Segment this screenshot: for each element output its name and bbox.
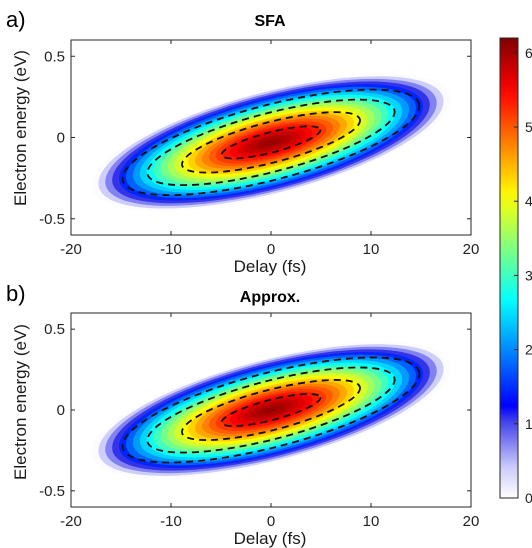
x-tick-label-a: -20 — [60, 241, 82, 258]
x-tick-label-a: 20 — [463, 241, 480, 258]
contour-line-b-3 — [121, 356, 421, 464]
heat-level-b-25 — [264, 407, 278, 413]
colorbar-tick-label: 3 — [525, 267, 532, 283]
x-tick-label-b: 20 — [463, 513, 480, 530]
x-tick-label-b: 0 — [267, 513, 275, 530]
colorbar-tick-label: 0 — [525, 490, 532, 506]
x-axis-label-b: Delay (fs) — [234, 529, 307, 548]
heatmap-b — [91, 341, 451, 479]
heatmap-a — [91, 73, 451, 212]
x-tick-label-b: 10 — [363, 513, 380, 530]
y-axis-label-b: Electron energy (eV) — [11, 324, 30, 480]
contour-line-a-1 — [181, 111, 361, 174]
panel-b: b) Approx. -20 -10 0 10 20 -0.5 0 0.5 Delay (fs… — [6, 281, 479, 548]
x-tick-label-a: 0 — [267, 241, 275, 258]
heat-level-a-25 — [264, 139, 278, 146]
colorbar: 0 1 2 3 4 5 6 — [499, 37, 532, 506]
panel-a: a) SFA -20 -10 0 10 20 -0.5 0 0.5 Delay (fs) El… — [6, 7, 479, 276]
y-tick-label-b: -0.5 — [39, 483, 65, 500]
x-tick-label-b: -10 — [160, 513, 182, 530]
colorbar-tick-label: 4 — [525, 193, 532, 209]
colorbar-tick-label: 5 — [525, 119, 532, 135]
panel-label-b: b) — [6, 281, 26, 306]
contour-line-b-0 — [220, 393, 322, 427]
colorbar-tick-label: 1 — [525, 416, 532, 432]
panel-label-a: a) — [6, 7, 26, 32]
ticks-b: -20 -10 0 10 20 -0.5 0 0.5 — [39, 313, 479, 530]
y-tick-label-a: 0.5 — [44, 48, 65, 65]
x-tick-label-a: 10 — [363, 241, 380, 258]
y-tick-label-b: 0.5 — [44, 321, 65, 338]
x-tick-label-a: -10 — [160, 241, 182, 258]
colorbar-tick-label: 6 — [525, 45, 532, 61]
contour-line-b-1 — [181, 379, 361, 441]
x-tick-label-b: -20 — [60, 513, 82, 530]
x-axis-label-a: Delay (fs) — [234, 257, 307, 276]
panel-b-title: Approx. — [240, 289, 300, 306]
y-tick-label-b: 0 — [57, 402, 65, 419]
contour-line-a-0 — [220, 125, 322, 160]
contour-line-a-2 — [146, 98, 396, 187]
y-axis-label-a: Electron energy (eV) — [11, 50, 30, 206]
colorbar-scale — [499, 37, 519, 499]
y-tick-label-a: 0 — [57, 130, 65, 147]
contour-line-a-3 — [121, 88, 421, 197]
ticks-a: -20 -10 0 10 20 -0.5 0 0.5 — [39, 40, 479, 258]
y-tick-label-a: -0.5 — [39, 211, 65, 228]
panel-a-title: SFA — [254, 13, 286, 30]
contour-line-b-2 — [146, 366, 396, 454]
colorbar-tick-label: 2 — [525, 342, 532, 358]
colorbar-ticks: 0 1 2 3 4 5 6 — [514, 45, 532, 506]
